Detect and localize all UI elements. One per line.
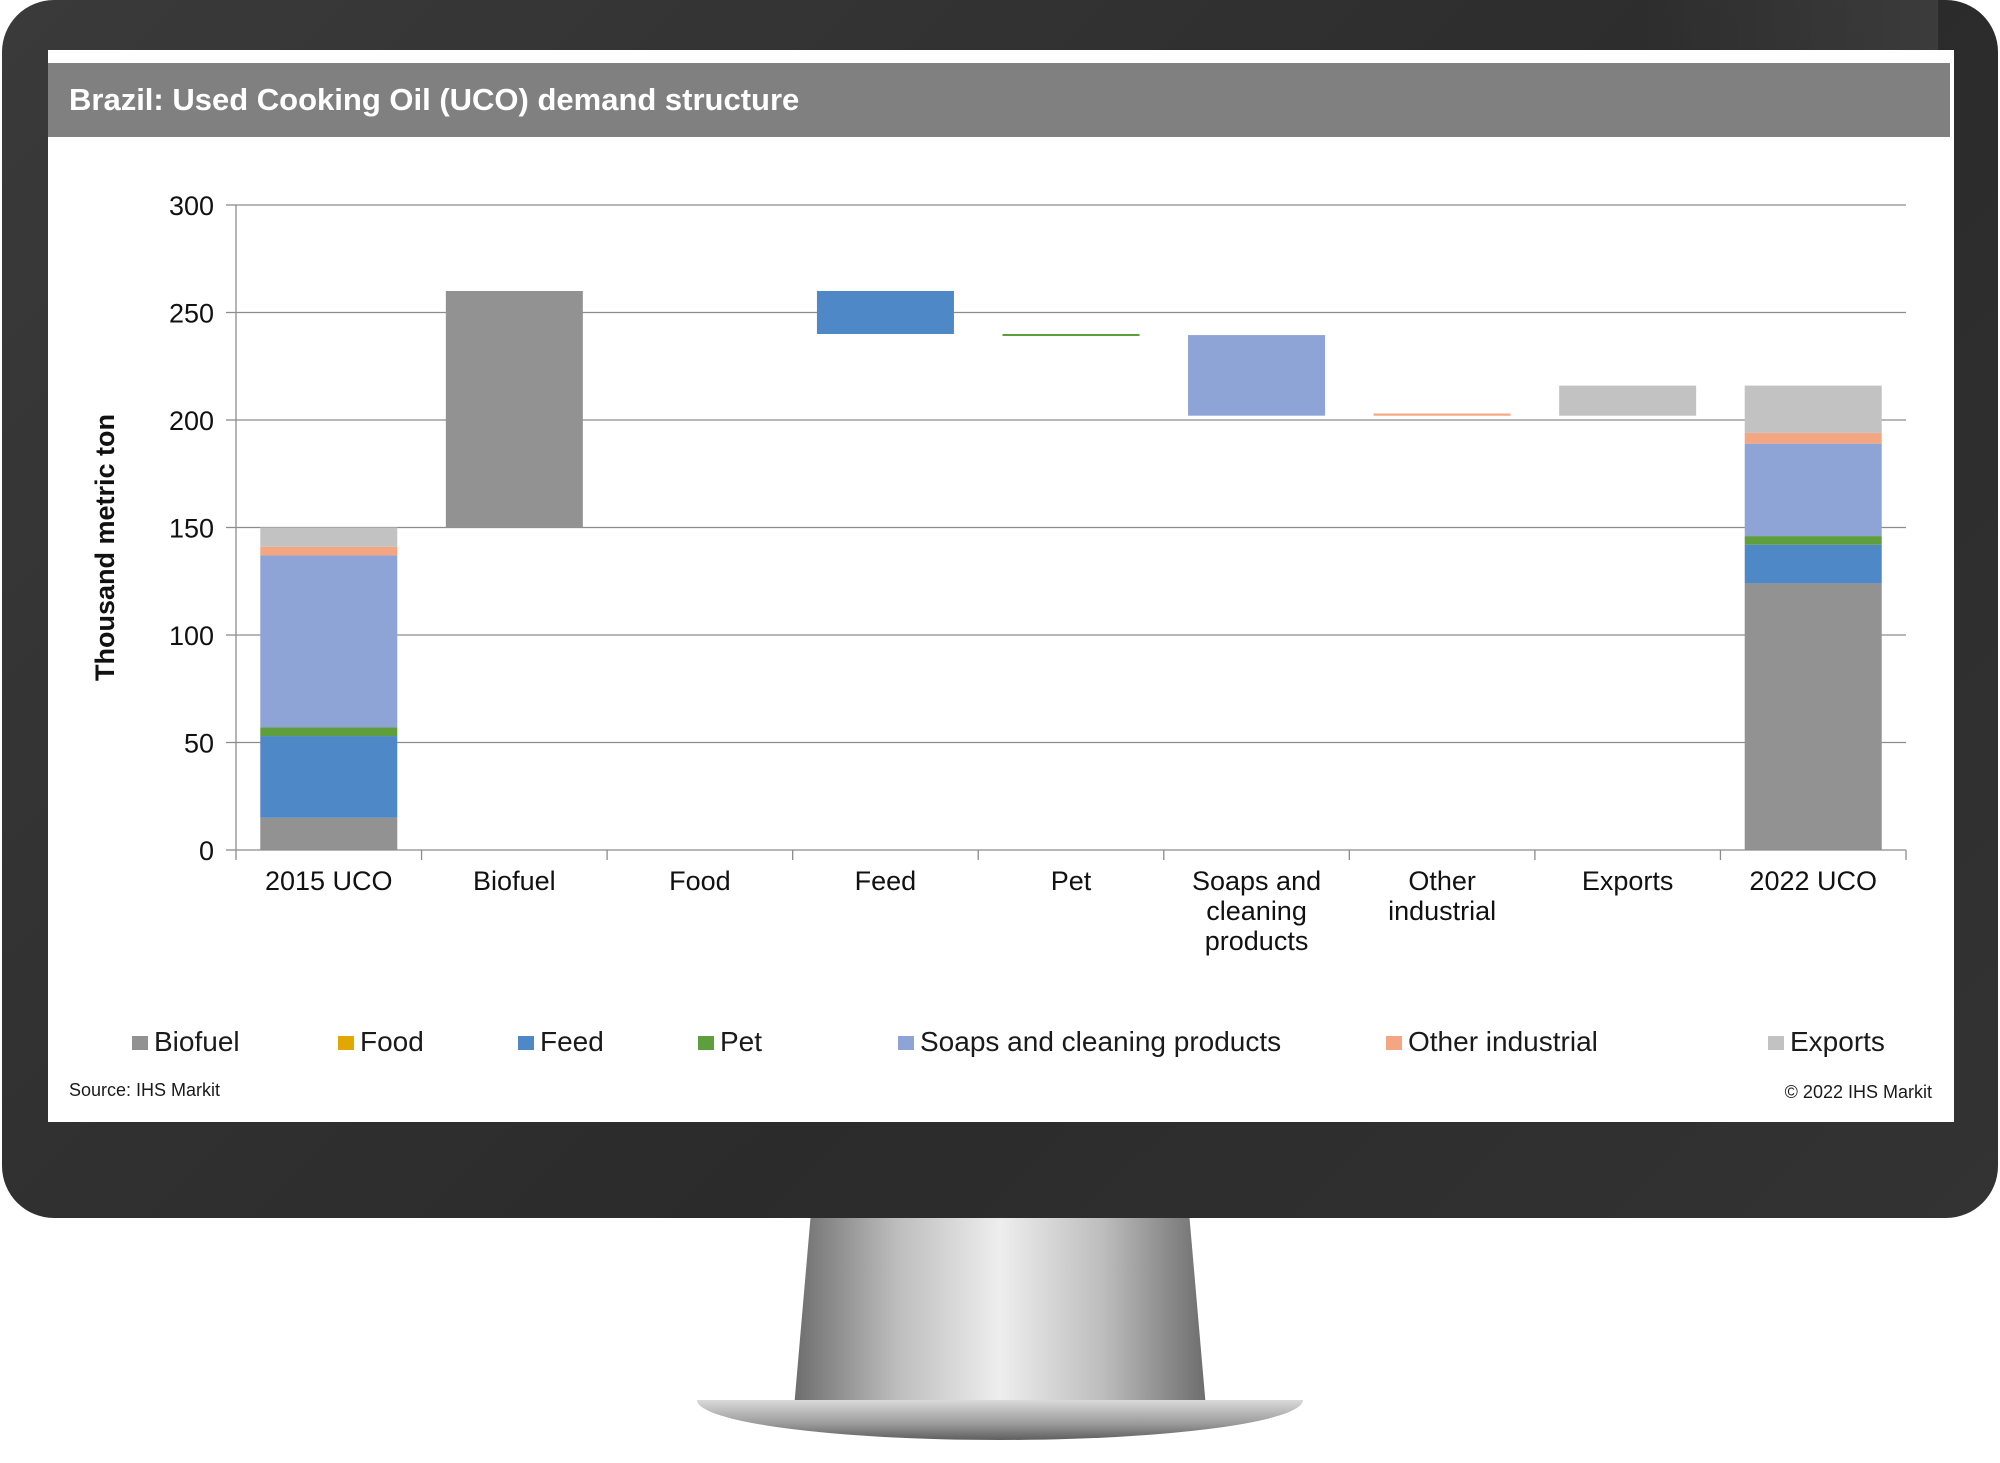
- bar-segment-2015-uco-soaps-and-cleaning-products: [260, 555, 398, 728]
- legend-label: Other industrial: [1408, 1026, 1598, 1057]
- y-axis-label: Thousand metric ton: [90, 414, 120, 681]
- x-tick-label-2015-uco: 2015 UCO: [265, 866, 393, 896]
- legend-swatch: [898, 1036, 914, 1050]
- bars: [260, 291, 1882, 850]
- legend-swatch: [338, 1036, 354, 1050]
- y-tick-label: 100: [169, 621, 214, 651]
- change-bar-biofuel: [445, 291, 583, 528]
- x-tick-label-soaps-and-cleaning-products: Soaps and cleaning products: [1192, 866, 1321, 956]
- change-bar-other-industrial: [1373, 413, 1511, 416]
- y-tick-label: 0: [199, 836, 214, 866]
- legend-swatch: [1386, 1036, 1402, 1050]
- x-tick-label-biofuel: Biofuel: [473, 866, 556, 896]
- y-tick-label: 150: [169, 514, 214, 544]
- legend-swatch: [698, 1036, 714, 1050]
- change-bar-pet: [1002, 334, 1140, 336]
- title-bar: Brazil: Used Cooking Oil (UCO) demand st…: [48, 63, 1950, 137]
- x-tick-label-pet: Pet: [1051, 866, 1092, 896]
- x-tick-label-feed: Feed: [855, 866, 917, 896]
- x-tick-label-food: Food: [669, 866, 731, 896]
- legend-label: Exports: [1790, 1026, 1885, 1057]
- legend-label: Biofuel: [154, 1026, 240, 1057]
- y-tick-label: 200: [169, 406, 214, 436]
- monitor-screen: Brazil: Used Cooking Oil (UCO) demand st…: [48, 50, 1954, 1122]
- x-tick-label-other-industrial: Other industrial: [1388, 866, 1496, 926]
- bar-segment-2015-uco-feed: [260, 736, 398, 818]
- legend-label: Pet: [720, 1026, 763, 1057]
- chart-title: Brazil: Used Cooking Oil (UCO) demand st…: [69, 82, 800, 117]
- legend-swatch: [1768, 1036, 1784, 1050]
- bar-segment-2015-uco-exports: [260, 527, 398, 547]
- waterfall-chart: 0 50 100 150 200 250 300 2015 UCO Biofuel Food Fee…: [90, 191, 1907, 956]
- legend-swatch: [132, 1036, 148, 1050]
- legend-label: Food: [360, 1026, 424, 1057]
- source-note: Source: IHS Markit: [69, 1080, 221, 1100]
- monitor-stand: [794, 1218, 1206, 1408]
- bar-segment-2022-uco-pet: [1744, 536, 1882, 545]
- bar-segment-2022-uco-feed: [1744, 544, 1882, 584]
- change-bar-exports: [1559, 385, 1697, 416]
- x-tick-label-2022-uco: 2022 UCO: [1749, 866, 1877, 896]
- bar-segment-2015-uco-biofuel: [260, 817, 398, 850]
- bar-segment-2015-uco-other-industrial: [260, 546, 398, 556]
- copyright-note: © 2022 IHS Markit: [1784, 1082, 1932, 1102]
- legend: Biofuel Food Feed Pet Soaps and cleaning pro…: [132, 1022, 1912, 1062]
- bar-segment-2022-uco-soaps-and-cleaning-products: [1744, 443, 1882, 537]
- bar-segment-2022-uco-exports: [1744, 385, 1882, 433]
- legend-label: Feed: [540, 1026, 604, 1057]
- axes: 0 50 100 150 200 250 300 2015 UCO Biofuel Food Fee…: [169, 191, 1907, 956]
- legend-label: Soaps and cleaning products: [920, 1026, 1282, 1057]
- change-bar-feed: [816, 291, 954, 334]
- bar-segment-2022-uco-other-industrial: [1744, 432, 1882, 444]
- y-tick-label: 250: [169, 299, 214, 329]
- y-tick-label: 300: [169, 191, 214, 221]
- legend-swatch: [518, 1036, 534, 1050]
- x-tick-label-exports: Exports: [1582, 866, 1674, 896]
- bar-segment-2015-uco-pet: [260, 727, 398, 737]
- monitor-glare: [1638, 0, 1938, 50]
- bar-segment-2022-uco-biofuel: [1744, 583, 1882, 850]
- y-tick-label: 50: [184, 729, 214, 759]
- change-bar-soaps-and-cleaning-products: [1188, 335, 1326, 416]
- monitor-stand-base: [697, 1400, 1303, 1440]
